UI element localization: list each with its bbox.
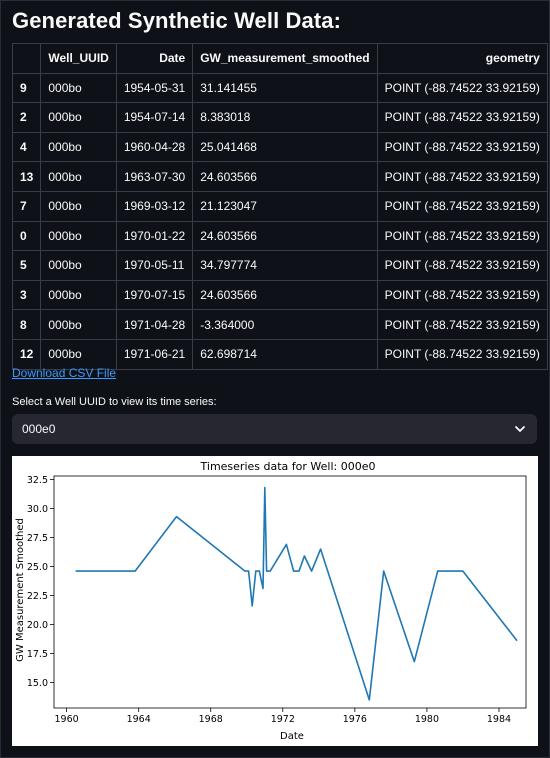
column-header-gw[interactable]: GW_measurement_smoothed (192, 43, 378, 74)
cell-date: 1960-04-28 (115, 131, 194, 163)
well-select-label: Select a Well UUID to view its time seri… (12, 396, 217, 408)
column-header-geometry[interactable]: geometry (376, 43, 548, 74)
row-index: 13 (11, 161, 42, 192)
cell-geometry: POINT (-88.74522 33.92159) (376, 338, 548, 370)
timeseries-chart: Timeseries data for Well: 000e0 Date GW … (12, 456, 538, 746)
cell-geometry: POINT (-88.74522 33.92159) (376, 161, 548, 192)
cell-geometry: POINT (-88.74522 33.92159) (376, 220, 548, 252)
cell-date: 1970-07-15 (115, 279, 194, 311)
cell-gw: 24.603566 (192, 279, 378, 311)
cell-date: 1963-07-30 (115, 161, 194, 192)
cell-gw: 8.383018 (192, 102, 378, 133)
plot-frame (53, 475, 527, 709)
cell-geometry: POINT (-88.74522 33.92159) (376, 190, 548, 222)
x-tick-label: 1960 (55, 714, 79, 725)
cell-well-uuid: 000bo (40, 309, 117, 340)
y-tick-label: 32.5 (27, 475, 48, 486)
y-tick-label: 15.0 (27, 678, 48, 689)
chart-y-axis-label: GW Measurement Smoothed (15, 518, 26, 662)
y-tick-label: 17.5 (27, 649, 48, 660)
table-row: 0 000bo 1970-01-22 24.603566 POINT (-88.7452… (11, 220, 548, 252)
chart-svg: Timeseries data for Well: 000e0 Date GW … (15, 460, 527, 742)
cell-well-uuid: 000bo (40, 131, 117, 163)
row-index: 9 (11, 72, 42, 104)
y-tick-label: 27.5 (27, 533, 48, 544)
cell-geometry: POINT (-88.74522 33.92159) (376, 102, 548, 133)
column-header-well-uuid[interactable]: Well_UUID (40, 43, 117, 74)
cell-geometry: POINT (-88.74522 33.92159) (376, 131, 548, 163)
chart-title: Timeseries data for Well: 000e0 (200, 460, 376, 473)
cell-gw: 24.603566 (192, 161, 378, 192)
cell-date: 1954-05-31 (115, 72, 194, 104)
cell-date: 1954-07-14 (115, 102, 194, 133)
x-tick-label: 1972 (271, 714, 295, 725)
table-row: 3 000bo 1970-07-15 24.603566 POINT (-88.7452… (11, 279, 548, 311)
cell-geometry: POINT (-88.74522 33.92159) (376, 72, 548, 104)
y-tick-label: 22.5 (27, 591, 48, 602)
cell-date: 1970-05-11 (115, 250, 194, 281)
cell-date: 1971-04-28 (115, 309, 194, 340)
cell-gw: 24.603566 (192, 220, 378, 252)
x-tick-label: 1980 (415, 714, 439, 725)
chart-x-axis-label: Date (280, 731, 304, 742)
row-index: 5 (11, 250, 42, 281)
cell-geometry: POINT (-88.74522 33.92159) (376, 279, 548, 311)
cell-date: 1971-06-21 (115, 338, 194, 370)
row-index: 4 (11, 131, 42, 163)
table-row: 12 000bo 1971-06-21 62.698714 POINT (-88.745… (11, 338, 548, 370)
row-index: 3 (11, 279, 42, 311)
y-tick-label: 30.0 (27, 504, 48, 515)
cell-geometry: POINT (-88.74522 33.92159) (376, 309, 548, 340)
cell-well-uuid: 000bo (40, 338, 117, 370)
table-row: 8 000bo 1971-04-28 -3.364000 POINT (-88.7452… (11, 309, 548, 340)
x-tick-label: 1968 (199, 714, 223, 725)
x-tick-label: 1984 (487, 714, 511, 725)
data-table: Well_UUID Date GW_measurement_smoothed g… (11, 43, 548, 370)
x-tick-label: 1976 (343, 714, 367, 725)
table-row: 4 000bo 1960-04-28 25.041468 POINT (-88.7452… (11, 131, 548, 163)
column-header-date[interactable]: Date (115, 43, 194, 74)
cell-gw: -3.364000 (192, 309, 378, 340)
row-index: 0 (11, 220, 42, 252)
row-index: 2 (11, 102, 42, 133)
cell-well-uuid: 000bo (40, 190, 117, 222)
well-uuid-select[interactable]: 000e0 (12, 414, 537, 444)
y-tick-label: 20.0 (27, 620, 48, 631)
cell-well-uuid: 000bo (40, 72, 117, 104)
cell-well-uuid: 000bo (40, 250, 117, 281)
cell-gw: 62.698714 (192, 338, 378, 370)
cell-gw: 21.123047 (192, 190, 378, 222)
cell-gw: 31.141455 (192, 72, 378, 104)
series-line-gw (75, 486, 518, 701)
cell-date: 1969-03-12 (115, 190, 194, 222)
table-header-row: Well_UUID Date GW_measurement_smoothed g… (11, 43, 548, 74)
table-row: 5 000bo 1970-05-11 34.797774 POINT (-88.7452… (11, 250, 548, 281)
table-row: 2 000bo 1954-07-14 8.383018 POINT (-88.74522… (11, 102, 548, 133)
well-select-value: 000e0 (22, 422, 56, 436)
chevron-down-icon (515, 426, 525, 432)
cell-date: 1970-01-22 (115, 220, 194, 252)
cell-geometry: POINT (-88.74522 33.92159) (376, 250, 548, 281)
table-row: 7 000bo 1969-03-12 21.123047 POINT (-88.7452… (11, 190, 548, 222)
row-index: 12 (11, 338, 42, 370)
cell-well-uuid: 000bo (40, 102, 117, 133)
table-row: 9 000bo 1954-05-31 31.141455 POINT (-88.7452… (11, 72, 548, 104)
row-index: 8 (11, 309, 42, 340)
cell-well-uuid: 000bo (40, 220, 117, 252)
row-index: 7 (11, 190, 42, 222)
page-title: Generated Synthetic Well Data: (12, 8, 342, 33)
cell-well-uuid: 000bo (40, 161, 117, 192)
table-row: 13 000bo 1963-07-30 24.603566 POINT (-88.745… (11, 161, 548, 192)
cell-well-uuid: 000bo (40, 279, 117, 311)
y-tick-label: 25.0 (27, 562, 48, 573)
cell-gw: 34.797774 (192, 250, 378, 281)
cell-gw: 25.041468 (192, 131, 378, 163)
index-header[interactable] (11, 43, 42, 74)
x-tick-label: 1964 (127, 714, 151, 725)
download-csv-link[interactable]: Download CSV File (12, 366, 117, 380)
